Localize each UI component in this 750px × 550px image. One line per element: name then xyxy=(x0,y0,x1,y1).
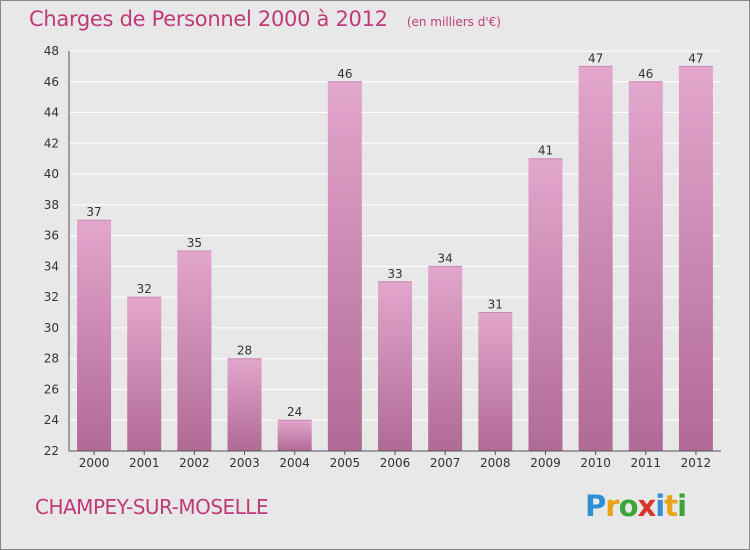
title-row: Charges de Personnel 2000 à 2012 (en mil… xyxy=(29,7,501,31)
x-tick-label: 2005 xyxy=(330,456,361,470)
y-tick-label: 22 xyxy=(44,444,59,458)
bar-value-label: 41 xyxy=(538,144,553,158)
bar xyxy=(678,66,713,451)
y-tick-label: 40 xyxy=(44,167,59,181)
x-tick-label: 2004 xyxy=(279,456,310,470)
x-tick-label: 2010 xyxy=(580,456,611,470)
y-tick-label: 36 xyxy=(44,229,59,243)
bar xyxy=(378,281,412,451)
bar-value-label: 34 xyxy=(438,251,453,265)
y-tick-label: 38 xyxy=(44,198,59,212)
y-tick-label: 34 xyxy=(44,259,59,273)
x-tick-label: 2011 xyxy=(630,456,661,470)
x-tick-label: 2008 xyxy=(480,456,511,470)
bar xyxy=(327,81,362,452)
bar-value-label: 37 xyxy=(86,205,101,219)
chart-title: Charges de Personnel 2000 à 2012 xyxy=(29,7,388,31)
logo-letter: o xyxy=(618,489,639,523)
bar-value-label: 28 xyxy=(237,344,252,358)
x-tick-label: 2012 xyxy=(681,456,712,470)
x-tick-label: 2000 xyxy=(79,456,110,470)
bar xyxy=(177,251,212,451)
logo-letter: i xyxy=(677,489,687,523)
y-tick-label: 42 xyxy=(44,136,59,150)
commune-name: CHAMPEY-SUR-MOSELLE xyxy=(35,495,269,519)
bar xyxy=(77,220,112,451)
bar-value-label: 32 xyxy=(137,282,152,296)
y-tick-label: 30 xyxy=(44,321,59,335)
y-tick-label: 32 xyxy=(44,290,59,304)
bar xyxy=(628,81,663,452)
x-tick-label: 2009 xyxy=(530,456,561,470)
x-tick-label: 2007 xyxy=(430,456,461,470)
bar-value-label: 46 xyxy=(337,67,352,81)
proxiti-logo: Proxiti xyxy=(585,489,687,523)
y-tick-label: 28 xyxy=(44,352,59,366)
bar xyxy=(428,266,463,451)
y-tick-label: 48 xyxy=(44,44,59,58)
bar xyxy=(227,358,262,451)
logo-letter: P xyxy=(585,489,606,523)
bar xyxy=(127,297,162,451)
logo-letter: r xyxy=(605,489,619,523)
x-tick-label: 2006 xyxy=(380,456,411,470)
bar-value-label: 33 xyxy=(387,267,402,281)
y-tick-label: 46 xyxy=(44,75,59,89)
bar xyxy=(578,66,613,451)
bar xyxy=(478,312,513,451)
logo-letter: x xyxy=(637,489,657,523)
x-tick-label: 2001 xyxy=(129,456,160,470)
x-tick-label: 2003 xyxy=(229,456,260,470)
bar xyxy=(528,158,563,451)
bar-value-label: 31 xyxy=(488,298,503,312)
y-tick-label: 24 xyxy=(44,413,59,427)
bar xyxy=(277,420,312,451)
x-tick-label: 2002 xyxy=(179,456,210,470)
chart-subtitle: (en milliers d'€) xyxy=(406,15,501,29)
logo-letter: i xyxy=(655,489,665,523)
bar-value-label: 35 xyxy=(187,236,202,250)
bar-value-label: 47 xyxy=(588,51,603,65)
logo-letter: t xyxy=(664,489,678,523)
y-tick-label: 26 xyxy=(44,382,59,396)
bar-value-label: 46 xyxy=(638,67,653,81)
bar-value-label: 47 xyxy=(688,51,703,65)
bar-value-label: 24 xyxy=(287,405,302,419)
y-tick-label: 44 xyxy=(44,106,59,120)
